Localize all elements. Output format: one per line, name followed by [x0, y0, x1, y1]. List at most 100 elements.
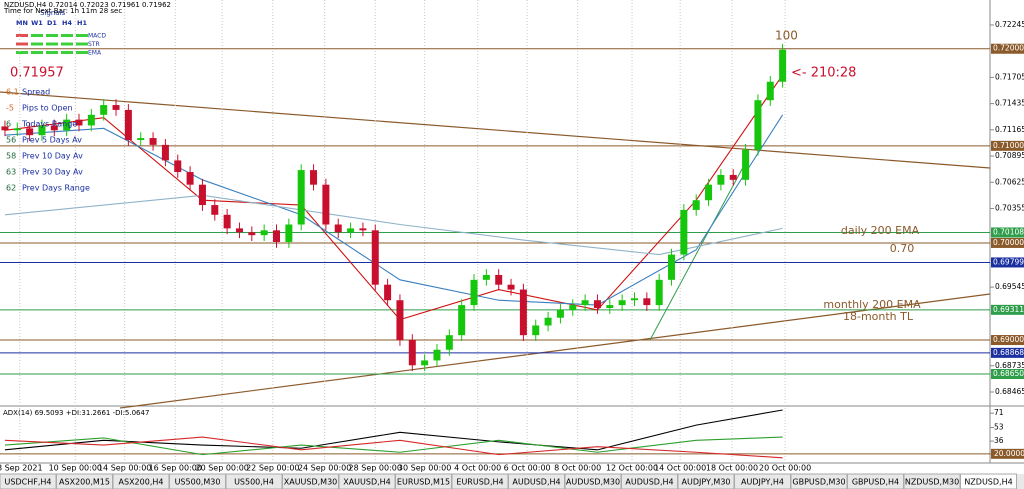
y-tick-label: 0.70625 [995, 177, 1024, 186]
tab[interactable] [960, 473, 1017, 489]
level-label: 0.69000 [993, 335, 1024, 344]
level-label-box [991, 304, 1024, 315]
signal-dash [46, 34, 58, 37]
adx-tick-label: 36 [994, 436, 1004, 445]
candle-body [544, 317, 552, 326]
candle-body [137, 138, 145, 141]
annotation: <- 210:28 [791, 66, 856, 81]
tab-label[interactable]: US500,H4 [234, 478, 274, 487]
candle-body [149, 138, 157, 145]
tab-label[interactable]: AUDUSD,H4 [512, 478, 560, 487]
tab-label[interactable]: AUDJPY,H4 [741, 478, 784, 487]
candle-body [359, 228, 367, 231]
y-tick-label: 0.71705 [995, 72, 1024, 81]
candle-body [643, 298, 651, 306]
downtrend-line [0, 91, 991, 169]
tab-label[interactable]: GBPUSD,M30 [792, 478, 845, 487]
tab-label[interactable]: NZDUSD,M30 [905, 478, 959, 487]
candle-body [581, 300, 589, 306]
candle-body [754, 100, 762, 150]
y-tick-label: 0.70895 [995, 151, 1024, 160]
candle-body [445, 335, 453, 350]
signal-dash [61, 34, 73, 37]
candle-body [235, 228, 243, 233]
candle-body [606, 305, 614, 308]
tab-label[interactable]: ASX200,M15 [59, 478, 110, 487]
y-tick-label: 0.72245 [995, 20, 1024, 29]
level-label-box [991, 369, 1024, 380]
annotation: 100 [775, 29, 798, 43]
stat-value: 58 [6, 152, 16, 161]
signals-title: Signals [40, 9, 66, 17]
level-label: 0.71000 [993, 141, 1024, 150]
tab-label[interactable]: EURUSD,M15 [397, 478, 450, 487]
candle-body [668, 254, 676, 280]
candle-body [556, 309, 564, 318]
tab-label[interactable]: AUDJPY,M30 [681, 478, 730, 487]
tab-label[interactable]: XAUUSD,H4 [343, 478, 391, 487]
candle-body [779, 49, 787, 82]
candle-body [470, 279, 478, 306]
signal-column: W1 [31, 19, 43, 27]
signal-dash [31, 51, 43, 54]
candle-body [692, 200, 700, 210]
signal-column: D1 [47, 19, 57, 27]
tab-label[interactable]: EURUSD,H4 [456, 478, 503, 487]
x-tick-label: 10 Sep 00:00 [49, 464, 102, 473]
candle-body [680, 209, 688, 255]
candle-body [297, 170, 305, 225]
stat-value: -5 [6, 104, 14, 113]
y-tick-label: 0.68735 [995, 361, 1024, 370]
candle-body [161, 144, 169, 161]
level-label: 0.70000 [993, 238, 1024, 247]
tab-label[interactable]: AUDUSD,M30 [566, 478, 620, 487]
adx-tick-label: 20.0000 [994, 449, 1024, 458]
candle-body [174, 160, 182, 173]
x-tick-label: 18 Oct 00:00 [706, 464, 758, 473]
y-tick-label: 0.69545 [995, 282, 1024, 291]
candle-body [211, 205, 219, 215]
candle-body [482, 274, 490, 280]
adx-title: ADX(14) 69.5093 +DI:31.2661 -DI:5.0647 [3, 409, 149, 417]
candle-body [705, 184, 713, 201]
candle-body [1, 126, 9, 131]
candle-body [334, 224, 342, 233]
candle-body [655, 279, 663, 306]
tab-label[interactable]: ASX200,H4 [119, 478, 164, 487]
level-label-box [991, 257, 1024, 268]
level-label: 0.69799 [993, 257, 1024, 266]
tab-label[interactable]: NZDUSD,H4 [964, 478, 1012, 487]
x-tick-label: 20 Oct 00:00 [759, 464, 811, 473]
candle-body [223, 214, 231, 229]
candle-body [273, 230, 281, 242]
stat-value: 6 [6, 120, 11, 129]
candle-body [396, 300, 404, 341]
signal-dash [76, 34, 88, 37]
level-label-box [991, 237, 1024, 248]
candle-body [124, 109, 132, 141]
x-tick-label: 22 Sep 00:00 [246, 464, 299, 473]
tab-label[interactable]: US500,M30 [175, 478, 221, 487]
tab-label[interactable]: XAUUSD,M30 [284, 478, 338, 487]
tab-label[interactable]: AUDUSD,H4 [625, 478, 673, 487]
x-tick-label: 16 Sep 00:00 [149, 464, 202, 473]
adx-level-box [991, 448, 1024, 459]
tab-label[interactable]: GBPUSD,H4 [852, 478, 899, 487]
stat-label: Prev 30 Day Av [22, 168, 83, 177]
level-label: 0.69311 [993, 305, 1024, 314]
price-label: 0.71957 [10, 66, 64, 81]
moving-average [4, 194, 783, 256]
candle-body [593, 300, 601, 308]
tab-label[interactable]: USDCHF,H4 [5, 478, 52, 487]
candle-body [717, 174, 725, 185]
signal-dash [76, 51, 88, 54]
candle-body [729, 174, 737, 180]
x-tick-label: 8 Sep 2021 [0, 464, 43, 473]
candle-body [347, 228, 355, 233]
signal-dash [16, 51, 28, 54]
candle-body [630, 298, 638, 301]
stat-label: Pips to Open [22, 104, 73, 113]
stat-label: Prev 10 Day Av [22, 152, 83, 161]
